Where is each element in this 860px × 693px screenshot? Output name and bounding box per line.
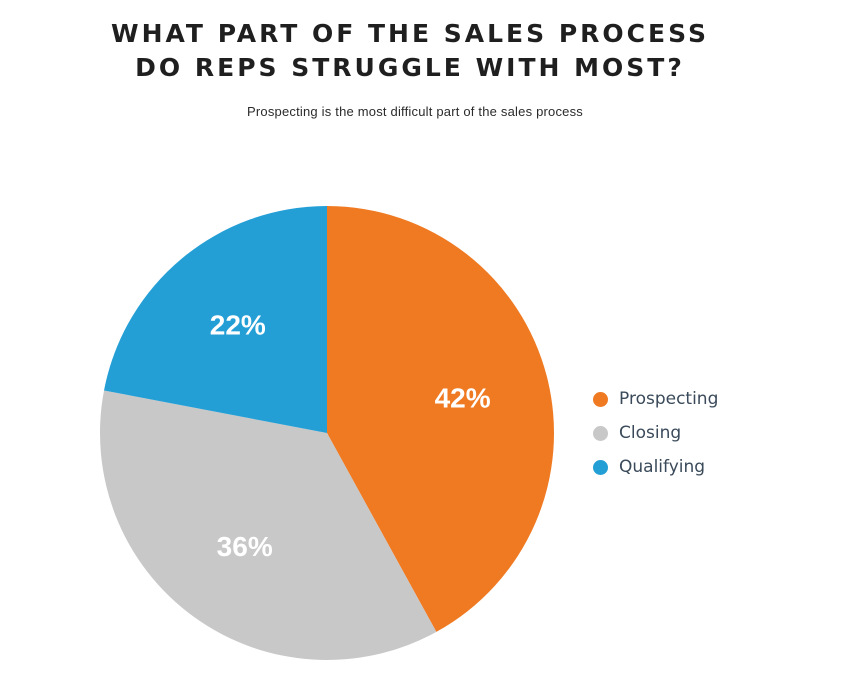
legend-swatch-closing [593, 425, 608, 441]
chart-title-line-2: DO REPS STRUGGLE WITH MOST? [135, 53, 685, 82]
legend-label-qualifying: Qualifying [619, 457, 706, 477]
chart-subtitle: Prospecting is the most difficult part o… [247, 104, 583, 119]
pie-slice-prospecting [327, 206, 554, 632]
slice-value-label-qualifying: 22% [210, 310, 266, 341]
legend-swatch-qualifying [593, 459, 608, 475]
legend-item-qualifying: Qualifying [593, 450, 718, 484]
pie-slice-closing [100, 390, 437, 660]
legend-item-prospecting: Prospecting [593, 382, 718, 416]
legend-label-prospecting: Prospecting [619, 389, 719, 409]
legend-item-closing: Closing [593, 416, 718, 450]
slice-value-label-prospecting: 42% [435, 383, 491, 414]
chart-legend: Prospecting Closing Qualifying [593, 382, 718, 484]
pie-slice-qualifying [104, 206, 327, 433]
chart-title-line-1: WHAT PART OF THE SALES PROCESS [111, 19, 709, 48]
slice-value-label-closing: 36% [217, 531, 273, 562]
legend-swatch-prospecting [593, 391, 608, 407]
legend-label-closing: Closing [619, 423, 682, 443]
